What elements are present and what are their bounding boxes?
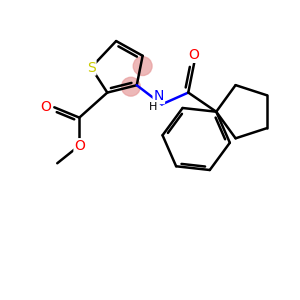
Text: O: O <box>189 48 200 62</box>
Text: O: O <box>40 100 52 114</box>
Circle shape <box>122 77 140 96</box>
Text: O: O <box>74 139 86 153</box>
Text: S: S <box>87 61 95 75</box>
Circle shape <box>133 57 152 76</box>
Text: H: H <box>149 102 157 112</box>
Text: N: N <box>154 89 164 103</box>
